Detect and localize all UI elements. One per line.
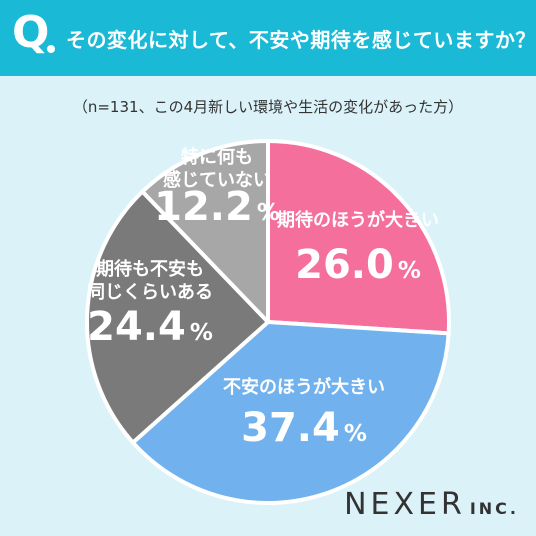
slice-2-value-number: 37.4 xyxy=(241,405,340,451)
pie-slice-4 xyxy=(140,139,270,324)
slice-1-value: 26.0% xyxy=(295,242,421,288)
slice-1-value-unit: % xyxy=(398,258,421,284)
slice-3-value-number: 24.4 xyxy=(87,304,186,350)
slice-1-value-number: 26.0 xyxy=(295,242,394,288)
slice-4-value: 12.2% xyxy=(154,184,280,230)
slice-2-value: 37.4% xyxy=(241,405,367,451)
pie-slice-2 xyxy=(130,320,451,505)
slice-4-label-line-2: 感じていない xyxy=(163,169,271,191)
pie-slice-1 xyxy=(266,139,451,336)
header-bar: Q その変化に対して、不安や期待を感じていますか？ xyxy=(0,0,536,76)
slice-2-value-unit: % xyxy=(344,421,367,447)
slice-4-value-number: 12.2 xyxy=(154,184,253,230)
slice-label-2: 不安のほうが大きい 37.4% xyxy=(223,376,385,451)
slice-3-value-unit: % xyxy=(190,320,213,346)
slice-4-value-unit: % xyxy=(257,200,280,226)
pie-slice-3 xyxy=(85,189,270,445)
slice-1-label-line-1: 期待のほうが大きい xyxy=(277,209,439,231)
question-mark-icon: Q xyxy=(12,7,50,58)
slice-label-1: 期待のほうが大きい 26.0% xyxy=(277,209,439,288)
brand-name: NEXER xyxy=(344,487,466,522)
slice-3-label-line-2: 同じくらいある xyxy=(87,282,213,303)
pie-slices xyxy=(85,139,451,505)
brand-suffix: INC. xyxy=(469,499,519,518)
brand-logo: NEXER INC. xyxy=(344,487,519,522)
slice-2-label-line-1: 不安のほうが大きい xyxy=(223,376,385,398)
sample-note: （n=131、この4月新しい環境や生活の変化があった方） xyxy=(72,98,464,116)
question-title: その変化に対して、不安や期待を感じていますか？ xyxy=(66,28,536,52)
slice-4-label-line-1: 特に何も xyxy=(181,146,253,168)
question-dot-icon xyxy=(47,45,55,53)
slice-3-label-line-1: 期待も不安も xyxy=(96,258,204,280)
slice-3-value: 24.4% xyxy=(87,304,213,350)
